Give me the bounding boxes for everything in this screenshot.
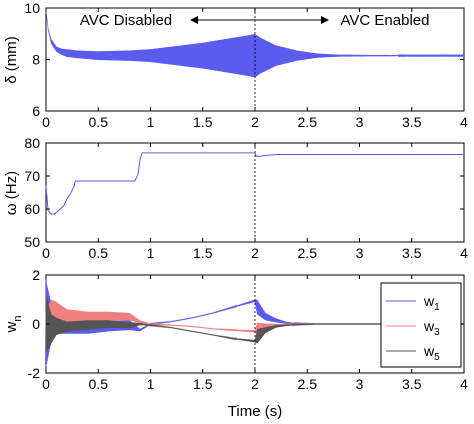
- y-tick-label: 10: [24, 0, 40, 16]
- delta-left-arrowhead: [190, 16, 198, 24]
- x-tick-label: 3: [356, 245, 364, 261]
- x-tick-label: 0.5: [89, 245, 109, 261]
- panel-wn: wn 0 0.5 1 1.5 2 2.5 3 3.5 4-202 w1 w3 w5 Time (…: [3, 267, 468, 420]
- delta-tick-group: 0 0.5 1 1.5 2 2.5 3 3.5 4 6 8 10: [24, 0, 468, 130]
- x-tick-label: 0: [42, 114, 50, 130]
- x-tick-label: 1: [147, 114, 155, 130]
- x-tick-label: 2.5: [298, 114, 318, 130]
- y-tick-label: -2: [28, 365, 41, 381]
- legend-label-w5: w5: [423, 343, 440, 363]
- x-tick-label: 3.5: [402, 114, 422, 130]
- x-tick-label: 1: [147, 376, 155, 392]
- legend-label-w3: w3: [423, 318, 440, 338]
- x-tick-label: 4: [460, 245, 468, 261]
- x-tick-label: 3.5: [402, 376, 422, 392]
- x-tick-label: 1.5: [193, 245, 213, 261]
- legend-label-w3-sub: 3: [434, 327, 440, 338]
- x-tick-label: 2: [251, 245, 259, 261]
- x-tick-label: 1.5: [193, 376, 213, 392]
- legend-label-w1: w1: [423, 293, 440, 313]
- omega-y-axis-label: ω (Hz): [3, 171, 20, 215]
- panel-delta: AVC Disabled AVC Enabled δ (mm) 0 0.5 1 1.5…: [3, 0, 468, 130]
- y-tick-label: 8: [32, 52, 40, 68]
- legend-label-w5-main: w: [423, 343, 435, 359]
- wn-tick-group: 0 0.5 1 1.5 2 2.5 3 3.5 4-202: [28, 267, 469, 392]
- x-axis-label-time: Time (s): [228, 403, 282, 420]
- x-tick-label: 0.5: [89, 376, 109, 392]
- wn-legend: w1 w3 w5: [380, 282, 462, 368]
- x-tick-label: 0: [42, 376, 50, 392]
- x-tick-label: 2: [251, 114, 259, 130]
- x-tick-label: 1: [147, 245, 155, 261]
- x-tick-label: 0: [42, 245, 50, 261]
- y-tick-label: 0: [32, 316, 40, 332]
- omega-tick-group: 0 0.5 1 1.5 2 2.5 3 3.5 4 50 60 70 80: [24, 135, 468, 261]
- legend-label-w5-sub: 5: [434, 352, 440, 363]
- wn-legend-box: [380, 282, 462, 368]
- legend-label-w1-sub: 1: [434, 302, 440, 313]
- omega-trace-group: [45, 152, 464, 215]
- x-tick-label: 0.5: [89, 114, 109, 130]
- legend-label-w1-main: w: [423, 293, 435, 309]
- x-tick-label: 4: [460, 114, 468, 130]
- delta-right-arrowhead: [321, 16, 329, 24]
- x-tick-label: 4: [460, 376, 468, 392]
- y-tick-label: 80: [24, 135, 40, 151]
- wn-y-axis-label-main: w: [3, 321, 20, 333]
- x-tick-label: 2.5: [298, 245, 318, 261]
- delta-y-axis-label: δ (mm): [3, 36, 20, 84]
- y-tick-label: 70: [24, 168, 40, 184]
- y-tick-label: 6: [32, 103, 40, 119]
- legend-label-w3-main: w: [423, 318, 435, 334]
- y-tick-label: 2: [32, 267, 40, 283]
- wn-y-axis-label: wn: [3, 316, 24, 334]
- annotation-avc-disabled: AVC Disabled: [80, 12, 172, 29]
- x-tick-label: 2: [251, 376, 259, 392]
- x-tick-label: 1.5: [193, 114, 213, 130]
- y-tick-label: 50: [24, 234, 40, 250]
- series-line-1-0: [45, 152, 464, 215]
- x-tick-label: 3: [356, 114, 364, 130]
- panel-omega: ω (Hz) 0 0.5 1 1.5 2 2.5 3 3.5 4 50 60 70 80: [3, 135, 468, 261]
- annotation-avc-enabled: AVC Enabled: [341, 12, 430, 29]
- y-tick-label: 60: [24, 201, 40, 217]
- x-tick-label: 2.5: [298, 376, 318, 392]
- wn-y-axis-label-sub: n: [12, 316, 24, 322]
- x-tick-label: 3: [356, 376, 364, 392]
- x-tick-label: 3.5: [402, 245, 422, 261]
